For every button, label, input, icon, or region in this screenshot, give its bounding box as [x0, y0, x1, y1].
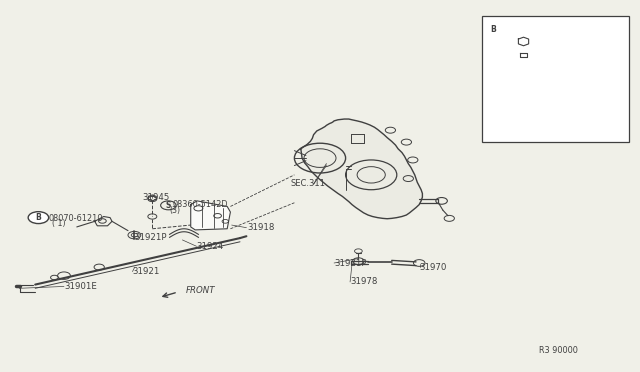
Circle shape: [28, 212, 49, 224]
Text: 31921P: 31921P: [134, 233, 167, 242]
Text: B: B: [490, 25, 495, 34]
Text: SEC.311: SEC.311: [291, 179, 325, 188]
Text: 31978: 31978: [350, 278, 378, 286]
Text: 31921: 31921: [132, 267, 160, 276]
Text: ( 1): ( 1): [508, 33, 521, 42]
Text: 31970: 31970: [420, 263, 447, 272]
Text: 31901E: 31901E: [64, 282, 97, 291]
Text: 31945: 31945: [142, 193, 170, 202]
Text: S: S: [166, 201, 171, 210]
Polygon shape: [518, 37, 529, 46]
Polygon shape: [191, 201, 230, 230]
FancyBboxPatch shape: [482, 16, 629, 142]
Text: 08360-5142D: 08360-5142D: [173, 200, 228, 209]
Text: 31935: 31935: [543, 94, 570, 103]
Text: 31924: 31924: [196, 242, 224, 251]
Polygon shape: [520, 53, 527, 57]
Text: 08120-6162F: 08120-6162F: [502, 27, 558, 36]
Text: R3 90000: R3 90000: [539, 346, 578, 355]
Text: B: B: [36, 213, 41, 222]
Text: 31921P: 31921P: [334, 259, 367, 267]
Text: FRONT: FRONT: [186, 286, 215, 295]
Text: 31918: 31918: [248, 223, 275, 232]
Circle shape: [483, 24, 502, 35]
Polygon shape: [301, 119, 422, 219]
Text: ( 1): ( 1): [52, 219, 66, 228]
Text: 08070-61210: 08070-61210: [49, 214, 103, 223]
Text: (3): (3): [170, 206, 180, 215]
